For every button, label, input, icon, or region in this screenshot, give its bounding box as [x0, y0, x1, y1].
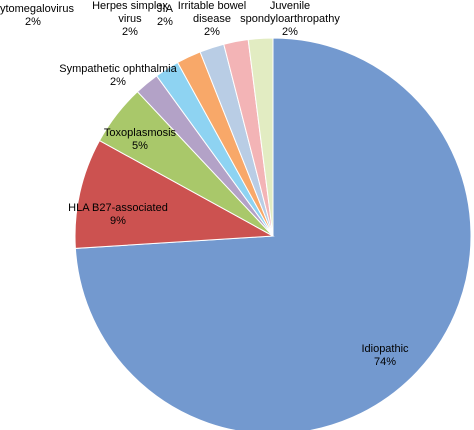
value-label: 9% [110, 215, 126, 227]
value-label: 5% [132, 140, 148, 152]
category-label: Idiopathic [361, 343, 409, 355]
category-label: Juvenile spondyloarthropathy [240, 0, 340, 25]
category-label: Toxoplasmosis [103, 127, 177, 139]
value-label: 74% [373, 356, 397, 368]
slice-label: Irritable bowel disease 2% [176, 0, 248, 39]
category-label: Cytomegalovirus [0, 3, 74, 15]
slice-label: HLA B27-associated 9% [53, 202, 183, 228]
slice-label: Juvenile spondyloarthropathy 2% [230, 0, 350, 39]
slice-label: Sympathetic ophthalmia 2% [53, 63, 183, 89]
category-label: Sympathetic ophthalmia [59, 63, 177, 75]
slice-label: Toxoplasmosis 5% [95, 127, 185, 153]
value-label: 2% [122, 26, 138, 38]
slice-label: Herpes simplex virus 2% [90, 0, 170, 39]
value-label: 2% [282, 26, 298, 38]
value-label: 2% [25, 16, 41, 28]
slice-label: Idiopathic 74% [345, 343, 425, 369]
pie-slice [247, 37, 274, 237]
category-label: HLA B27-associated [68, 202, 168, 214]
category-label: Irritable bowel disease [177, 0, 247, 25]
category-label: JIA [157, 3, 173, 15]
slice-label: JIA 2% [150, 3, 180, 29]
value-label: 2% [110, 76, 126, 88]
value-label: 2% [204, 26, 220, 38]
pie-slice [74, 139, 275, 249]
category-label: Herpes simplex virus [92, 0, 168, 25]
slice-label: Cytomegalovirus 2% [0, 3, 78, 29]
value-label: 2% [157, 16, 173, 28]
